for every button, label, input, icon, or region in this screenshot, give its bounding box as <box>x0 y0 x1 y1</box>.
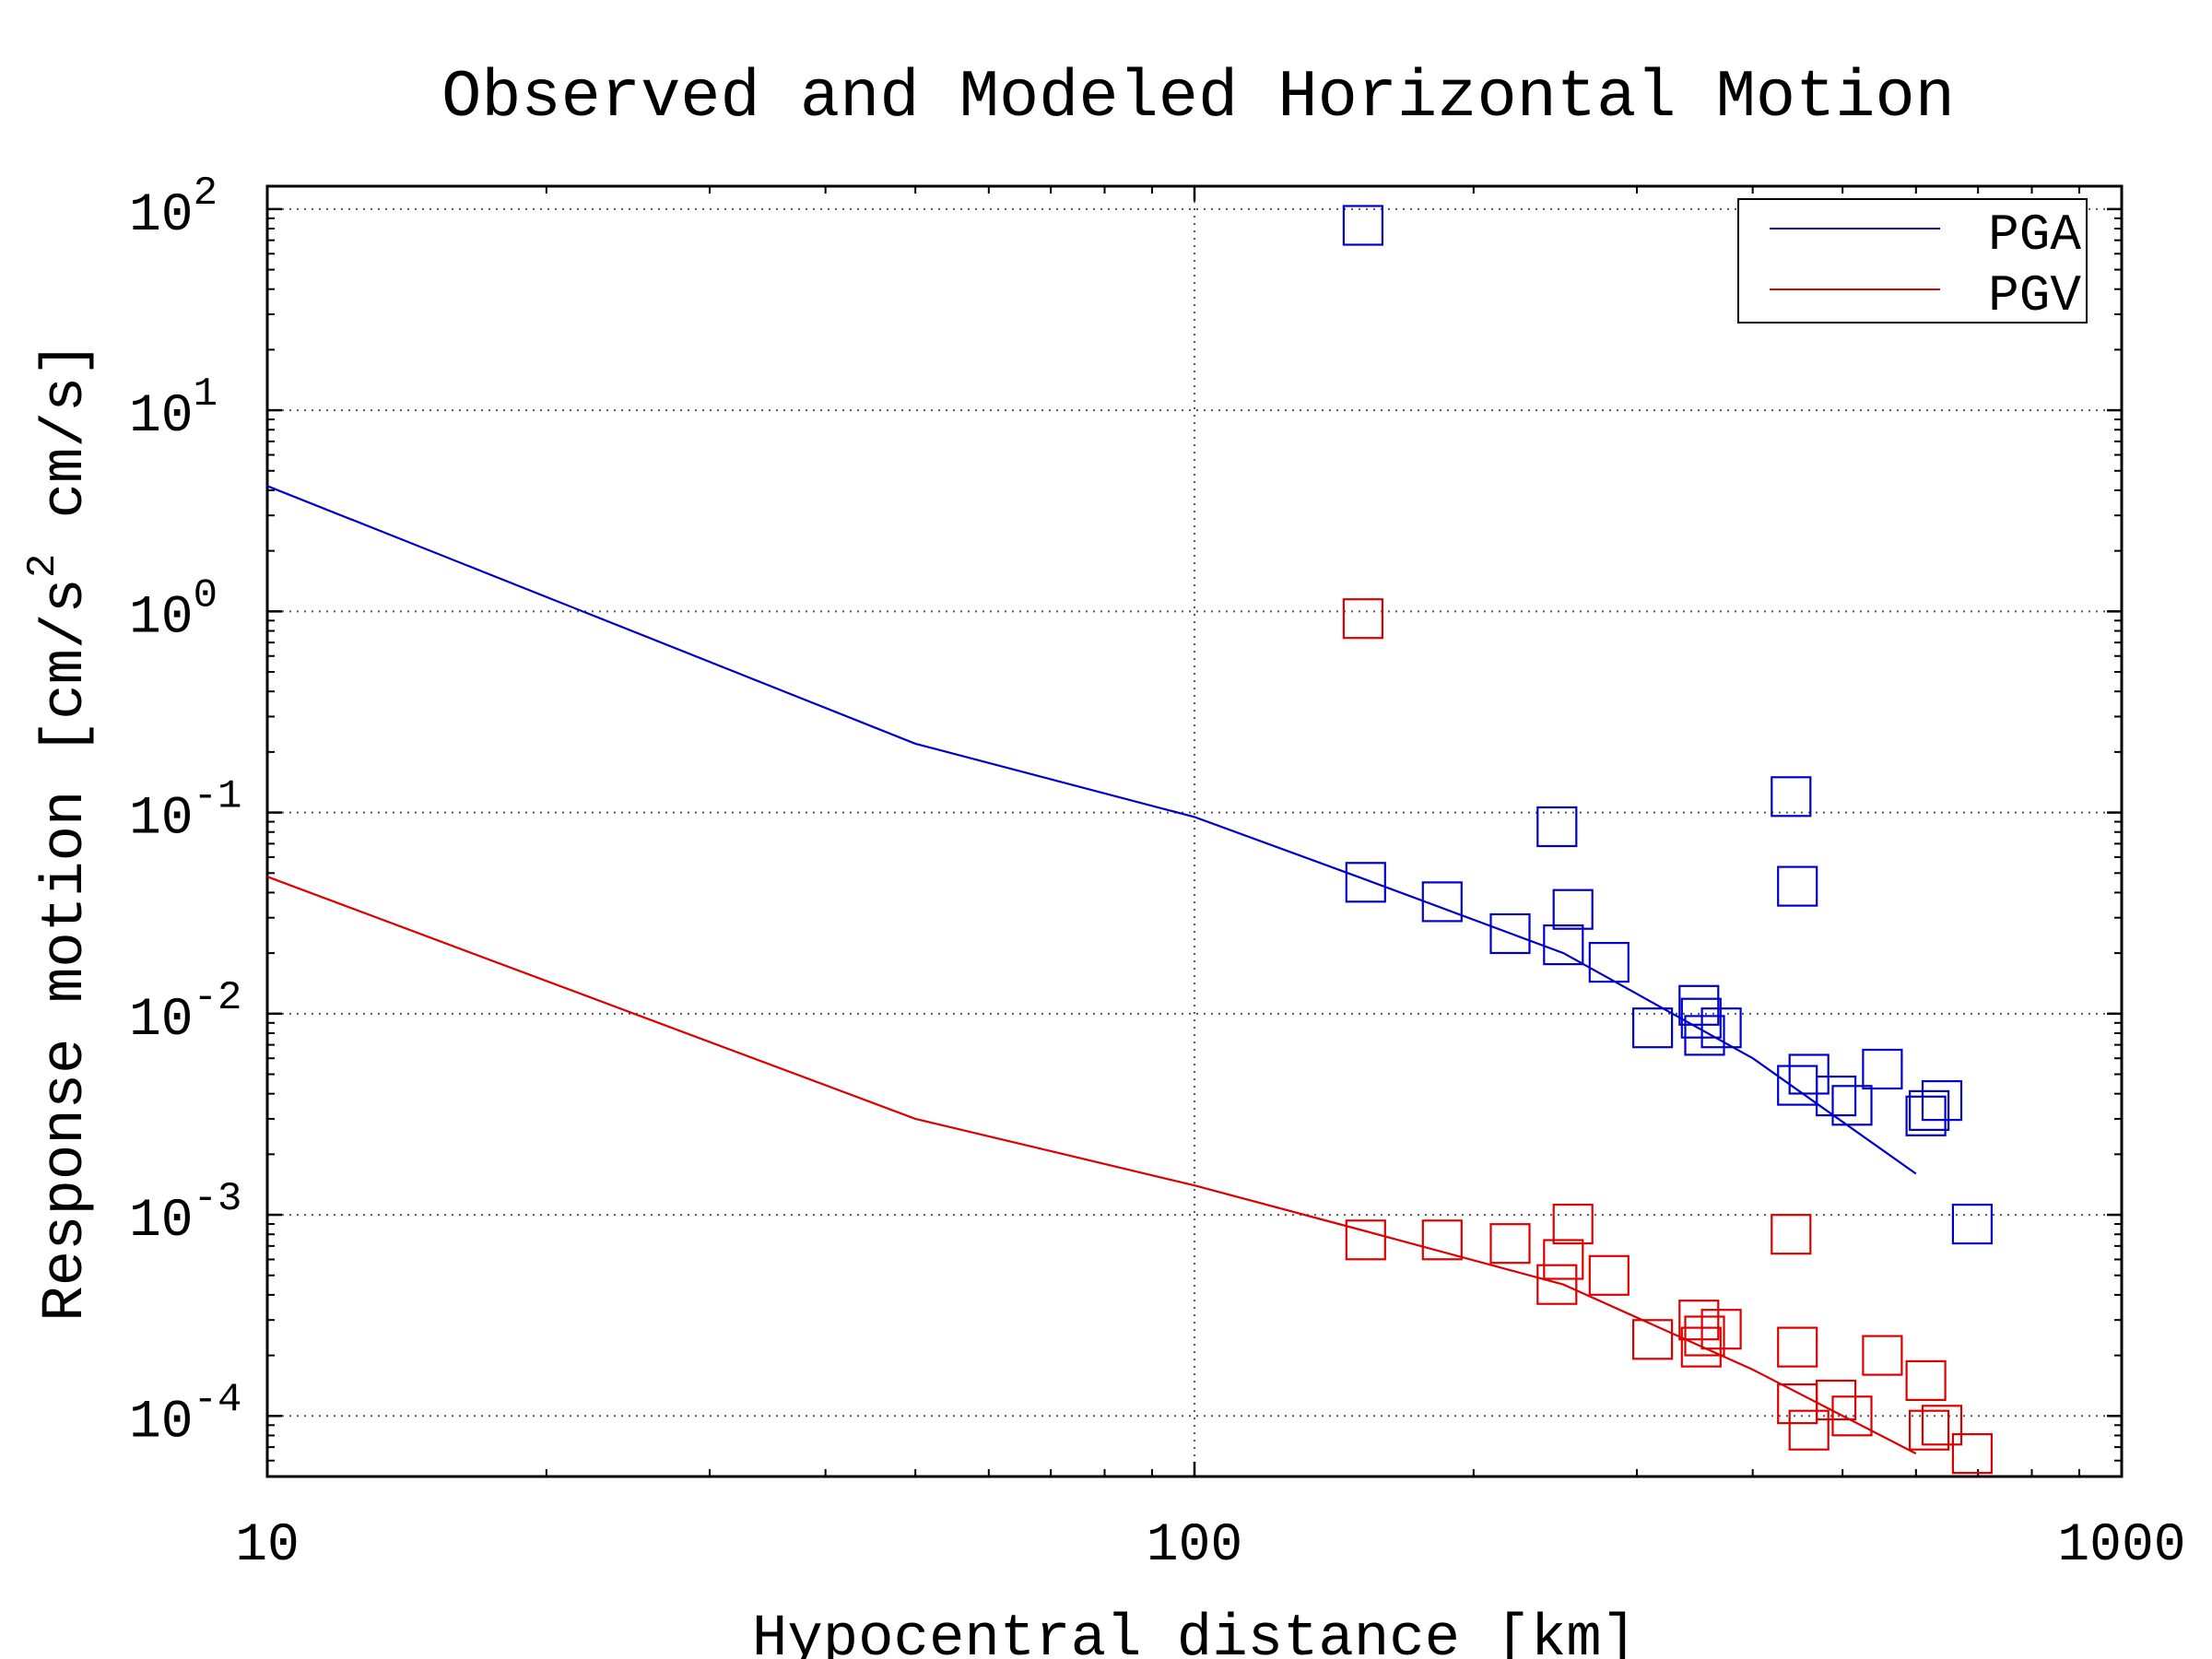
observed-point-pgv <box>1921 1405 1963 1446</box>
legend-label-pgv: PGV <box>1988 266 2081 325</box>
y-tick-label-base: 10 <box>129 1393 194 1453</box>
observed-point-pgv <box>1342 598 1384 640</box>
observed-point-pgv <box>1536 1264 1578 1305</box>
observed-point-pga <box>1684 1015 1725 1056</box>
y-tick-label-base: 10 <box>129 790 194 850</box>
x-tick-label: 100 <box>1147 1516 1242 1576</box>
y-tick-label: 101 <box>129 371 218 447</box>
observed-point-pgv <box>1421 1219 1463 1261</box>
legend-label-pga: PGA <box>1988 206 2081 265</box>
observed-point-pga <box>1777 865 1818 907</box>
observed-point-pga <box>1905 1095 1947 1136</box>
observed-point-pga <box>1921 1079 1963 1122</box>
grid <box>267 186 2122 1477</box>
y-tick-label: 10-1 <box>129 774 241 850</box>
observed-point-pgv <box>1788 1409 1830 1451</box>
observed-point-pgv <box>1771 1214 1812 1255</box>
observed-point-pga <box>1771 776 1812 818</box>
x-axis-label: Hypocentral distance [km] <box>752 1606 1637 1659</box>
observed-point-pgv <box>1951 1432 1993 1475</box>
y-tick-label-exponent: 1 <box>194 371 218 418</box>
observed-point-pgv <box>1909 1409 1950 1451</box>
y-tick-label-base: 10 <box>129 387 194 447</box>
observed-point-pga <box>1909 1089 1950 1132</box>
observed-point-pgv <box>1905 1359 1947 1402</box>
y-axis-label-sup: 2 <box>20 554 66 578</box>
axis-ticks <box>265 186 2124 1477</box>
y-axis-label-tail: cm/s] <box>33 341 100 553</box>
model-line-pgv <box>266 876 1917 1455</box>
observed-point-pga <box>1588 941 1630 983</box>
y-tick-label-exponent: 0 <box>194 572 218 618</box>
observed-point-pgv <box>1552 1203 1594 1245</box>
observed-point-pga <box>1345 862 1386 903</box>
y-tick-label-exponent: 2 <box>194 171 218 217</box>
observed-point-pga <box>1552 888 1594 930</box>
legend: PGA PGV <box>1737 198 2088 325</box>
observed-point-pga <box>1951 1203 1993 1245</box>
observed-point-pgv <box>1684 1315 1725 1357</box>
observed-point-pgv <box>1543 1239 1584 1280</box>
observed-point-pga <box>1815 1075 1857 1117</box>
observed-point-pgv <box>1588 1254 1630 1296</box>
observed-point-pga <box>1342 205 1384 246</box>
y-axis-label: Response motion [cm/s2 cm/s] <box>20 341 100 1321</box>
y-tick-label-exponent: -4 <box>194 1377 242 1423</box>
observed-point-pgv <box>1678 1300 1720 1341</box>
model-line-pga <box>266 485 1917 1175</box>
y-tick-label: 100 <box>129 572 218 648</box>
observed-point-pga <box>1862 1048 1903 1090</box>
observed-point-pga <box>1831 1085 1873 1126</box>
observed-point-pga <box>1421 881 1463 923</box>
observed-point-pgv <box>1777 1326 1818 1368</box>
x-tick-labels: 10 100 1000 <box>235 1516 2185 1576</box>
y-tick-label-exponent: -2 <box>194 975 242 1021</box>
observed-point-pga <box>1489 912 1531 955</box>
chart-title: Observed and Modeled Horizontal Motion <box>441 60 1955 135</box>
y-tick-label-exponent: -1 <box>194 774 242 820</box>
legend-box <box>1737 198 2088 324</box>
y-tick-label-base: 10 <box>129 1192 194 1252</box>
observed-point-pgv <box>1631 1319 1674 1360</box>
y-tick-label: 10-2 <box>129 975 241 1051</box>
observed-point-pgv <box>1345 1219 1386 1261</box>
y-axis-label-main: Response motion [cm/s <box>33 578 100 1322</box>
observed-point-pga <box>1631 1007 1674 1049</box>
observed-point-pga <box>1536 806 1578 848</box>
observed-point-pgv <box>1862 1335 1903 1376</box>
observed-point-pga <box>1788 1053 1830 1095</box>
y-tick-label-base: 10 <box>129 588 194 648</box>
observed-point-pga <box>1678 984 1720 1026</box>
observed-point-pga <box>1543 924 1584 966</box>
y-tick-label-base: 10 <box>129 991 194 1051</box>
y-tick-label: 10-4 <box>129 1377 241 1453</box>
series-layer <box>266 205 1993 1475</box>
observed-point-pga <box>1700 1007 1742 1049</box>
y-tick-label: 10-3 <box>129 1176 241 1252</box>
observed-point-pgv <box>1489 1223 1531 1265</box>
y-tick-label-exponent: -3 <box>194 1176 242 1222</box>
y-tick-label-base: 10 <box>129 186 194 246</box>
observed-point-pgv <box>1831 1395 1873 1437</box>
x-tick-label: 1000 <box>2057 1516 2185 1576</box>
x-tick-label: 10 <box>235 1516 300 1576</box>
observed-point-pgv <box>1700 1309 1742 1350</box>
observed-point-pgv <box>1815 1379 1857 1421</box>
y-tick-label: 102 <box>129 171 218 246</box>
